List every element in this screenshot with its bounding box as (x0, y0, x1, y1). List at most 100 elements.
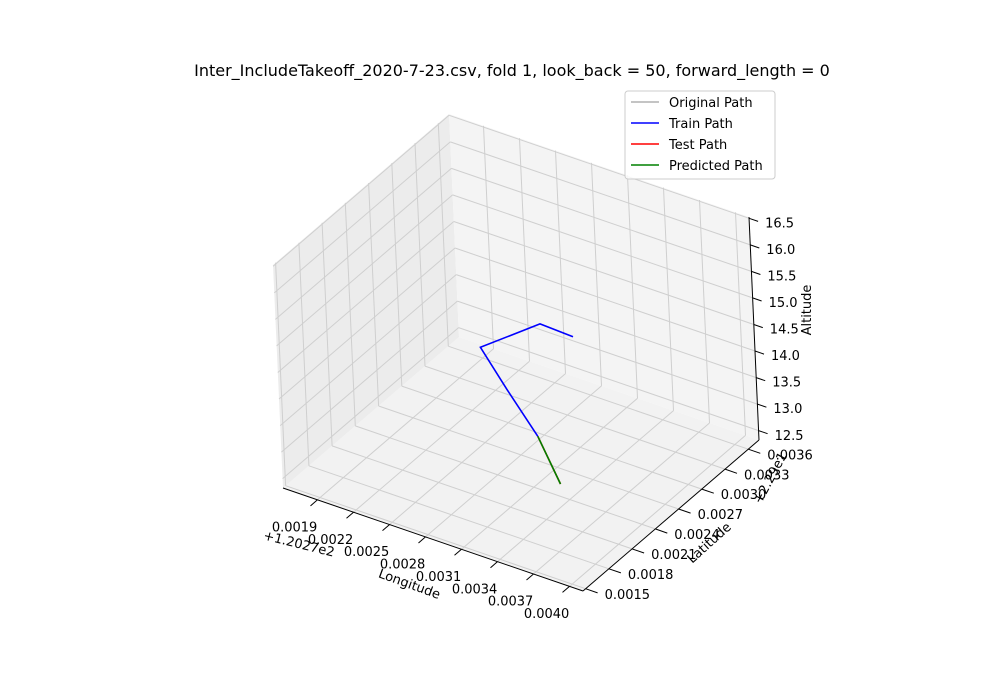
grid-line (451, 167, 752, 272)
legend-label-predicted-path: Predicted Path (669, 159, 763, 174)
z-tick-label: 14.0 (771, 349, 800, 364)
x-tick-label: 0.0040 (524, 607, 570, 622)
grid-line (448, 345, 749, 450)
y-axis-line (582, 439, 760, 592)
grid-line (273, 141, 451, 294)
z-tick-label: 16.0 (766, 243, 795, 258)
x-tick (526, 573, 534, 581)
x-tick (382, 524, 390, 531)
y-axis-label: Latitude (685, 520, 735, 567)
x-tick-label: 0.0028 (380, 558, 426, 573)
y-tick-label: 0.0027 (698, 508, 744, 523)
x-tick-label: 0.0019 (272, 521, 318, 536)
y-tick-label: 0.0018 (628, 568, 674, 583)
grid-line (414, 143, 426, 367)
z-tick-label: 12.5 (775, 429, 804, 444)
grid-lines (272, 114, 759, 590)
grid-line (275, 262, 287, 486)
z-tick (751, 270, 761, 275)
x-tick (418, 536, 426, 544)
grid-line (275, 168, 452, 320)
z-tick (750, 244, 760, 249)
grid-line (533, 422, 710, 575)
z-tick-label: 14.5 (770, 323, 799, 338)
y-tick (678, 508, 691, 514)
legend-label-train-path: Train Path (668, 117, 733, 132)
series-line-train-path (479, 323, 574, 437)
grid-line (391, 163, 403, 387)
y-tick (608, 568, 622, 574)
grid-line (279, 274, 457, 426)
z-tick (754, 350, 765, 355)
grid-line (453, 221, 754, 325)
z-axis-label: Altitude (800, 285, 815, 336)
x-tick (310, 499, 318, 507)
legend-label-test-path: Test Path (668, 138, 727, 153)
chart-title: Inter_IncludeTakeoff_2020-7-23.csv, fold… (194, 61, 830, 81)
axis-panes (273, 114, 759, 591)
grid-line (368, 182, 380, 407)
grid-line (437, 123, 449, 347)
x-tick-label: 0.0025 (344, 545, 390, 560)
grid-line (457, 300, 758, 405)
series-line-predicted-path (537, 435, 562, 485)
grid-line (401, 385, 702, 490)
y-tick-label: 0.0036 (767, 448, 813, 463)
grid-line (425, 385, 602, 538)
z-tick-label: 13.0 (773, 402, 802, 417)
grid-line (276, 194, 453, 347)
z-tick (756, 377, 766, 382)
grid-line (298, 242, 310, 466)
grid-line (321, 222, 333, 446)
y-tick-label: 0.0015 (605, 588, 651, 603)
x-tick-label: 0.0037 (488, 595, 534, 610)
grid-line (285, 485, 586, 590)
grid-line (519, 138, 530, 362)
grid-line (591, 162, 602, 386)
grid-line (483, 125, 494, 349)
x-tick-label: 0.0034 (452, 582, 498, 597)
grid-line (735, 212, 746, 436)
z-tick-label: 13.5 (772, 376, 801, 391)
grid-line (282, 327, 459, 479)
grid-line (448, 114, 750, 219)
z-tick (753, 324, 763, 329)
grid-line (555, 150, 566, 374)
y-tick (631, 548, 645, 554)
grid-line (331, 445, 633, 550)
series-lines (479, 323, 574, 485)
x-tick (490, 561, 498, 569)
y-tick-label: 0.0033 (744, 468, 790, 483)
y-tick (585, 588, 598, 594)
x-tick-label: 0.0031 (416, 570, 462, 585)
grid-line (378, 405, 679, 510)
grid-line (461, 397, 638, 550)
grid-line (569, 435, 746, 587)
legend-label-original-path: Original Path (669, 96, 753, 111)
grid-line (272, 114, 450, 267)
y-tick (701, 488, 714, 494)
tick-marks: 0.00190.00220.00250.00280.00310.00340.00… (272, 217, 813, 623)
legend: Original Path Train Path Test Path Predicte… (624, 90, 776, 180)
grid-line (353, 360, 530, 513)
y-tick-label: 0.0030 (721, 488, 767, 503)
z-tick-label: 15.0 (769, 296, 798, 311)
z-axis-line (748, 216, 760, 441)
grid-line (355, 425, 656, 530)
grid-line (278, 247, 456, 400)
grid-line (456, 274, 757, 379)
grid-line (452, 194, 753, 299)
y-tick (748, 448, 761, 454)
grid-line (497, 410, 674, 562)
grid-line (308, 465, 610, 570)
y-tick-label: 0.0024 (674, 528, 720, 543)
z-tick (757, 403, 767, 408)
grid-line (699, 199, 710, 424)
left-pane (273, 114, 459, 488)
legend-frame (624, 90, 776, 180)
grid-line (424, 365, 726, 470)
y-tick (724, 468, 738, 474)
grid-line (317, 348, 494, 501)
floor-pane (283, 337, 759, 591)
